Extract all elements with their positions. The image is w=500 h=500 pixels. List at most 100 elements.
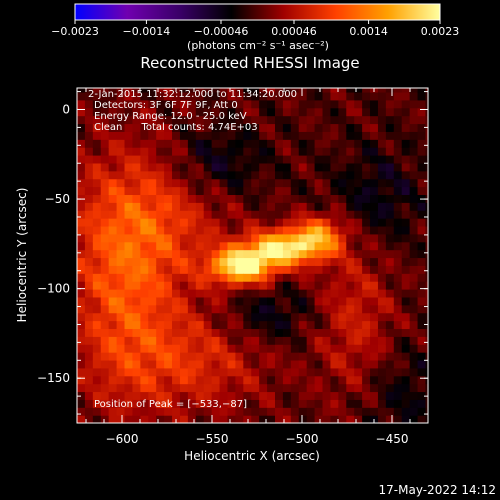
heatmap-cell — [108, 202, 118, 211]
heatmap-cell — [84, 359, 94, 369]
heatmap-cell — [156, 399, 165, 408]
heatmap-cell — [116, 312, 126, 322]
heatmap-cell — [140, 375, 149, 385]
heatmap-cell — [132, 241, 141, 251]
heatmap-cell — [393, 115, 403, 125]
heatmap-cell — [100, 99, 110, 109]
heatmap-cell — [195, 194, 205, 203]
heatmap-cell — [148, 273, 157, 282]
heatmap-cell — [393, 202, 403, 211]
heatmap-cell — [187, 178, 197, 188]
heatmap-cell — [322, 359, 332, 369]
heatmap-cell — [195, 399, 205, 408]
heatmap-cell — [322, 115, 332, 125]
heatmap-cell — [108, 328, 118, 337]
heatmap-cell — [306, 147, 316, 156]
heatmap-cell — [116, 249, 126, 259]
heatmap-cell — [417, 178, 427, 188]
heatmap-cell — [251, 336, 260, 345]
heatmap-cell — [338, 107, 347, 117]
heatmap-cell — [275, 107, 284, 117]
heatmap-cell — [203, 289, 213, 298]
heatmap-cell — [322, 210, 332, 219]
heatmap-cell — [401, 99, 411, 109]
heatmap-cell — [290, 139, 300, 148]
heatmap-cell — [267, 312, 276, 322]
heatmap-cell — [116, 131, 126, 140]
heatmap-cell — [417, 139, 427, 148]
heatmap-cell — [243, 170, 252, 180]
colorbar-ticks: −0.0023 −0.0014 −0.00046 0.00046 0.0014 0.002… — [51, 20, 459, 38]
heatmap-cell — [100, 88, 110, 93]
heatmap-cell — [195, 241, 205, 251]
heatmap-cell — [179, 99, 189, 109]
heatmap-cell — [354, 210, 363, 219]
heatmap-cell — [140, 91, 149, 101]
heatmap-cell — [140, 186, 149, 196]
heatmap-cell — [100, 304, 110, 314]
heatmap-cell — [77, 399, 86, 408]
heatmap-cell — [330, 202, 339, 211]
heatmap-cell — [362, 265, 371, 274]
heatmap-cell — [306, 312, 316, 322]
heatmap-cell — [425, 218, 428, 227]
heatmap-cell — [393, 383, 403, 393]
heatmap-cell — [77, 155, 86, 164]
heatmap-cell — [282, 178, 292, 188]
heatmap-cell — [417, 155, 427, 164]
heatmap-cell — [306, 265, 316, 274]
heatmap-cell — [132, 249, 141, 259]
heatmap-cell — [409, 281, 419, 290]
heatmap-cell — [132, 375, 141, 385]
heatmap-cell — [140, 399, 149, 408]
heatmap-cell — [346, 210, 355, 219]
heatmap-cell — [203, 336, 213, 345]
heatmap-cell — [282, 241, 292, 251]
heatmap-cell — [298, 296, 308, 306]
heatmap-cell — [425, 107, 428, 117]
heatmap-cell — [148, 233, 157, 243]
heatmap-cell — [219, 233, 229, 243]
heatmap-cell — [251, 273, 260, 282]
heatmap-cell — [140, 257, 149, 266]
heatmap-cell — [140, 107, 149, 117]
heatmap-cell — [393, 391, 403, 400]
heatmap-cell — [385, 344, 395, 353]
heatmap-cell — [108, 296, 118, 306]
heatmap-cell — [235, 218, 244, 227]
heatmap-cell — [195, 296, 205, 306]
heatmap-cell — [195, 115, 205, 125]
heatmap-cell — [251, 399, 260, 408]
heatmap-cell — [243, 367, 252, 377]
heatmap-cell — [156, 178, 165, 188]
heatmap-cell — [385, 131, 395, 140]
heatmap-cell — [235, 304, 244, 314]
heatmap-cell — [377, 391, 387, 400]
heatmap-cell — [116, 147, 126, 156]
heatmap-cell — [100, 265, 110, 274]
heatmap-cell — [259, 312, 268, 322]
heatmap-cell — [164, 131, 173, 140]
heatmap-cell — [338, 257, 347, 266]
heatmap-cell — [330, 391, 339, 400]
heatmap-cell — [425, 91, 428, 101]
heatmap-cell — [393, 289, 403, 298]
heatmap-cell — [425, 328, 428, 337]
heatmap-cell — [290, 312, 300, 322]
heatmap-cell — [362, 296, 371, 306]
heatmap-cell — [108, 383, 118, 393]
heatmap-cell — [148, 399, 157, 408]
heatmap-cell — [425, 296, 428, 306]
heatmap-cell — [156, 225, 165, 235]
heatmap-cell — [275, 147, 284, 156]
heatmap-cell — [409, 415, 419, 423]
heatmap-cell — [243, 107, 252, 117]
heatmap-cell — [275, 344, 284, 353]
heatmap-cell — [298, 170, 308, 180]
heatmap-cell — [425, 273, 428, 282]
heatmap-cell — [275, 312, 284, 322]
heatmap-cell — [267, 186, 276, 196]
heatmap-cell — [275, 415, 284, 423]
heatmap-cell — [235, 265, 244, 274]
